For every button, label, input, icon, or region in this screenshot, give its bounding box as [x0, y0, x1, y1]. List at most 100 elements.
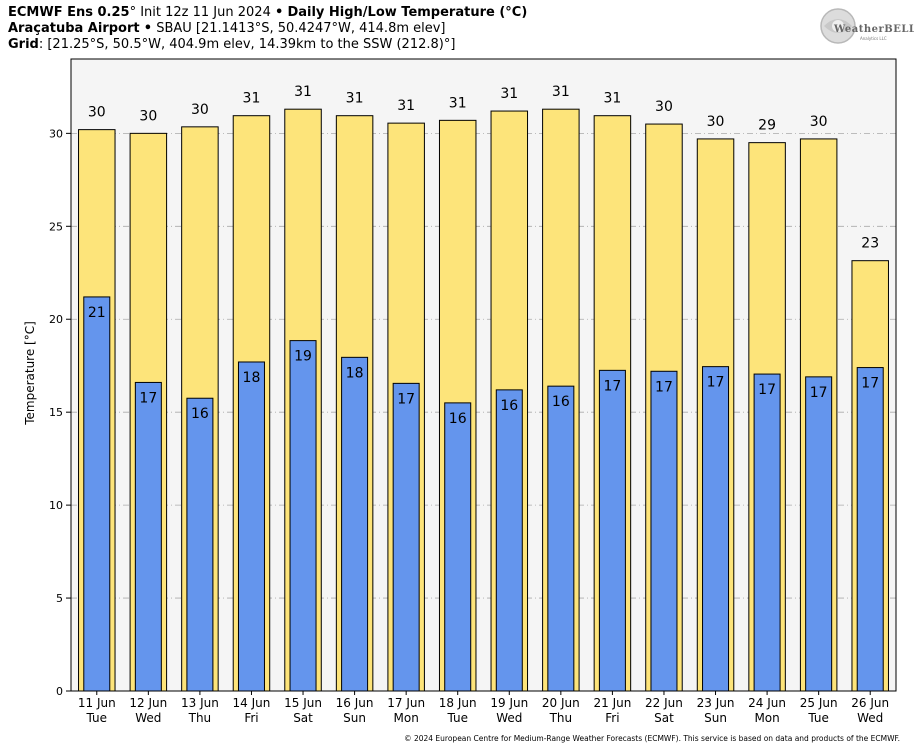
y-axis-label: Temperature [°C] [23, 321, 37, 426]
x-tick-date-label: 23 Jun [697, 696, 735, 710]
y-axis: 0 5 10 15 20 25 30 [49, 127, 71, 698]
low-value-label: 18 [243, 370, 261, 386]
low-value-label: 16 [449, 411, 467, 427]
low-bar [547, 385, 575, 692]
x-tick-date-label: 26 Jun [851, 696, 889, 710]
x-tick-date-label: 24 Jun [748, 696, 786, 710]
low-value-label: 21 [88, 305, 106, 321]
y-tick-label: 25 [49, 220, 63, 233]
high-value-label: 29 [758, 118, 776, 134]
y-tick-label: 30 [49, 127, 63, 140]
low-value-label: 18 [346, 365, 364, 381]
low-bar [702, 366, 730, 692]
x-tick-date-label: 15 Jun [284, 696, 322, 710]
low-bar [444, 402, 472, 692]
low-bar [83, 296, 111, 692]
x-tick-day-label: Thu [188, 711, 212, 725]
x-tick-day-label: Fri [605, 711, 619, 725]
logo-text: WeatherBELL [834, 24, 914, 35]
x-tick-day-label: Tue [446, 711, 468, 725]
x-tick-day-label: Mon [754, 711, 779, 725]
init-time: Init 12z 11 Jun 2024 [140, 5, 271, 20]
x-tick-day-label: Wed [857, 711, 883, 725]
low-value-label: 19 [294, 349, 312, 365]
bullet: • [143, 21, 153, 36]
low-value-label: 17 [603, 378, 621, 394]
low-bar [186, 397, 214, 692]
logo-subtext: Analytics LLC [860, 36, 887, 41]
y-tick-label: 20 [49, 313, 63, 326]
low-value-label: 17 [397, 391, 415, 407]
x-tick-date-label: 12 Jun [129, 696, 167, 710]
low-bar [856, 367, 884, 692]
x-tick-day-label: Wed [496, 711, 522, 725]
high-value-label: 23 [861, 236, 879, 252]
header-line-1: ECMWF Ens 0.25° Init 12z 11 Jun 2024 • D… [8, 5, 527, 21]
logo-swirl-icon [820, 8, 856, 44]
grid-details: : [21.25°S, 50.5°W, 404.9m elev, 14.39km… [38, 37, 456, 52]
x-tick-day-label: Fri [244, 711, 258, 725]
low-bar [753, 373, 781, 692]
header-line-3: Grid: [21.25°S, 50.5°W, 404.9m elev, 14.… [8, 37, 527, 53]
low-bar [289, 340, 317, 692]
low-value-label: 17 [861, 376, 879, 392]
y-tick-label: 5 [56, 592, 63, 605]
data-labels: 30 21 30 17 30 16 31 18 31 19 31 18 31 17 31 16 31 16 31 16… [88, 84, 879, 427]
x-tick-date-label: 17 Jun [387, 696, 425, 710]
x-tick-date-label: 16 Jun [336, 696, 374, 710]
x-tick-date-label: 14 Jun [233, 696, 271, 710]
x-tick-date-label: 18 Jun [439, 696, 477, 710]
weatherbell-logo: WeatherBELL Analytics LLC [816, 6, 914, 46]
model-name: ECMWF Ens 0.25 [8, 5, 130, 20]
low-bar [598, 369, 626, 692]
low-bar-series [83, 296, 884, 692]
x-tick-day-label: Tue [807, 711, 829, 725]
x-tick-day-label: Wed [135, 711, 161, 725]
low-value-label: 16 [500, 398, 518, 414]
low-value-label: 17 [758, 382, 776, 398]
high-value-label: 30 [191, 102, 209, 118]
x-tick-day-label: Sat [654, 711, 674, 725]
high-value-label: 30 [655, 99, 673, 115]
low-value-label: 17 [810, 385, 828, 401]
chart-header: ECMWF Ens 0.25° Init 12z 11 Jun 2024 • D… [8, 5, 527, 53]
x-tick-day-label: Tue [86, 711, 108, 725]
copyright-footer: © 2024 European Centre for Medium-Range … [404, 734, 900, 743]
low-bar [650, 370, 678, 692]
station-name: Araçatuba Airport [8, 21, 140, 36]
low-bar [341, 356, 369, 692]
x-tick-date-label: 11 Jun [78, 696, 116, 710]
x-tick-date-label: 25 Jun [800, 696, 838, 710]
high-value-label: 30 [707, 114, 725, 130]
low-bar [495, 389, 523, 692]
x-tick-day-label: Sat [293, 711, 313, 725]
low-value-label: 17 [655, 379, 673, 395]
low-value-label: 17 [707, 375, 725, 391]
degree-symbol: ° [129, 5, 137, 20]
high-value-label: 31 [603, 91, 621, 107]
low-bar [392, 382, 420, 692]
high-value-label: 31 [500, 86, 518, 102]
low-bar [237, 361, 265, 692]
low-value-label: 17 [139, 390, 157, 406]
high-value-label: 30 [139, 108, 157, 124]
grid-label: Grid [8, 37, 39, 52]
low-bar [134, 381, 162, 692]
high-value-label: 31 [294, 84, 312, 100]
low-bar [805, 376, 833, 692]
high-value-label: 31 [397, 98, 415, 114]
x-tick-date-label: 21 Jun [593, 696, 631, 710]
high-value-label: 30 [810, 114, 828, 130]
plot-frame [70, 58, 897, 692]
x-tick-day-label: Mon [394, 711, 419, 725]
header-line-2: Araçatuba Airport • SBAU [21.1413°S, 50.… [8, 21, 527, 37]
x-tick-date-label: 20 Jun [542, 696, 580, 710]
x-tick-day-label: Thu [549, 711, 573, 725]
y-tick-label: 0 [56, 685, 63, 698]
low-value-label: 16 [552, 394, 570, 410]
x-tick-day-label: Sun [343, 711, 366, 725]
x-tick-date-label: 13 Jun [181, 696, 219, 710]
high-value-label: 31 [346, 91, 364, 107]
